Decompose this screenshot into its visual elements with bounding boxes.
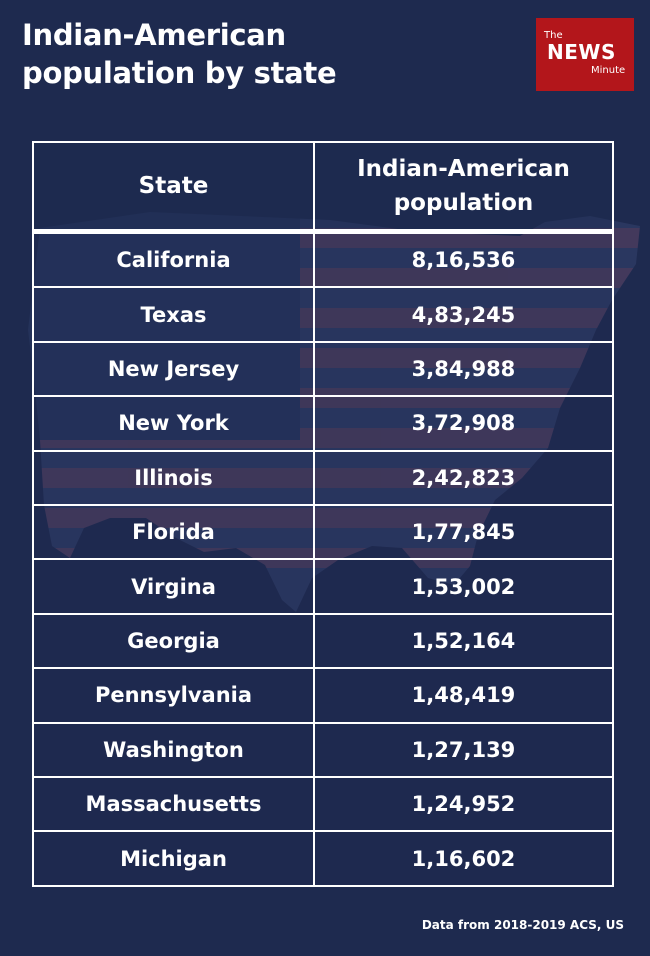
table-row: Illinois 2,42,823 xyxy=(32,450,614,507)
page-title: Indian-American population by state xyxy=(22,16,337,92)
cell-population: 1,48,419 xyxy=(313,668,614,724)
table-row: Michigan 1,16,602 xyxy=(32,831,614,887)
table-row: Georgia 1,52,164 xyxy=(32,613,614,670)
cell-population: 2,42,823 xyxy=(313,450,614,507)
cell-population: 1,53,002 xyxy=(313,559,614,615)
cell-state: Washington xyxy=(32,722,315,779)
cell-state: Georgia xyxy=(32,613,315,670)
table-row: Washington 1,27,139 xyxy=(32,722,614,779)
cell-state: California xyxy=(32,231,315,289)
table-row: Virgina 1,53,002 xyxy=(32,559,614,615)
cell-population: 4,83,245 xyxy=(313,287,614,343)
cell-state: Michigan xyxy=(32,831,315,887)
cell-state: Massachusetts xyxy=(32,777,315,833)
population-table: State Indian-American population Califor… xyxy=(32,141,614,887)
cell-population: 3,84,988 xyxy=(313,341,614,398)
logo-news-text: NEWS xyxy=(547,40,616,64)
table-header-row: State Indian-American population xyxy=(32,142,614,234)
table-body: California 8,16,536 Texas 4,83,245 New Jerse… xyxy=(32,231,614,887)
table-row: New York 3,72,908 xyxy=(32,396,614,452)
cell-state: Virgina xyxy=(32,559,315,615)
title-line-1: Indian-American xyxy=(22,18,286,52)
table-row: New Jersey 3,84,988 xyxy=(32,341,614,398)
table-row: Florida 1,77,845 xyxy=(32,505,614,561)
cell-state: Florida xyxy=(32,505,315,561)
table-row: Pennsylvania 1,48,419 xyxy=(32,668,614,724)
table-row: California 8,16,536 xyxy=(32,231,614,289)
cell-population: 1,52,164 xyxy=(313,613,614,670)
cell-state: Illinois xyxy=(32,450,315,507)
cell-population: 1,27,139 xyxy=(313,722,614,779)
cell-population: 1,24,952 xyxy=(313,777,614,833)
the-news-minute-logo: The NEWS Minute xyxy=(536,18,634,91)
logo-the-text: The xyxy=(544,30,563,41)
cell-population: 1,77,845 xyxy=(313,505,614,561)
cell-state: New York xyxy=(32,396,315,452)
cell-state: New Jersey xyxy=(32,341,315,398)
source-note: Data from 2018-2019 ACS, US xyxy=(421,918,624,932)
cell-state: Texas xyxy=(32,287,315,343)
logo-minute-text: Minute xyxy=(591,65,626,76)
table-row: Texas 4,83,245 xyxy=(32,287,614,343)
header-state: State xyxy=(32,142,315,234)
cell-population: 8,16,536 xyxy=(313,231,614,289)
title-line-2: population by state xyxy=(22,56,337,90)
cell-state: Pennsylvania xyxy=(32,668,315,724)
header-population: Indian-American population xyxy=(313,142,614,234)
cell-population: 1,16,602 xyxy=(313,831,614,887)
table-row: Massachusetts 1,24,952 xyxy=(32,777,614,833)
cell-population: 3,72,908 xyxy=(313,396,614,452)
